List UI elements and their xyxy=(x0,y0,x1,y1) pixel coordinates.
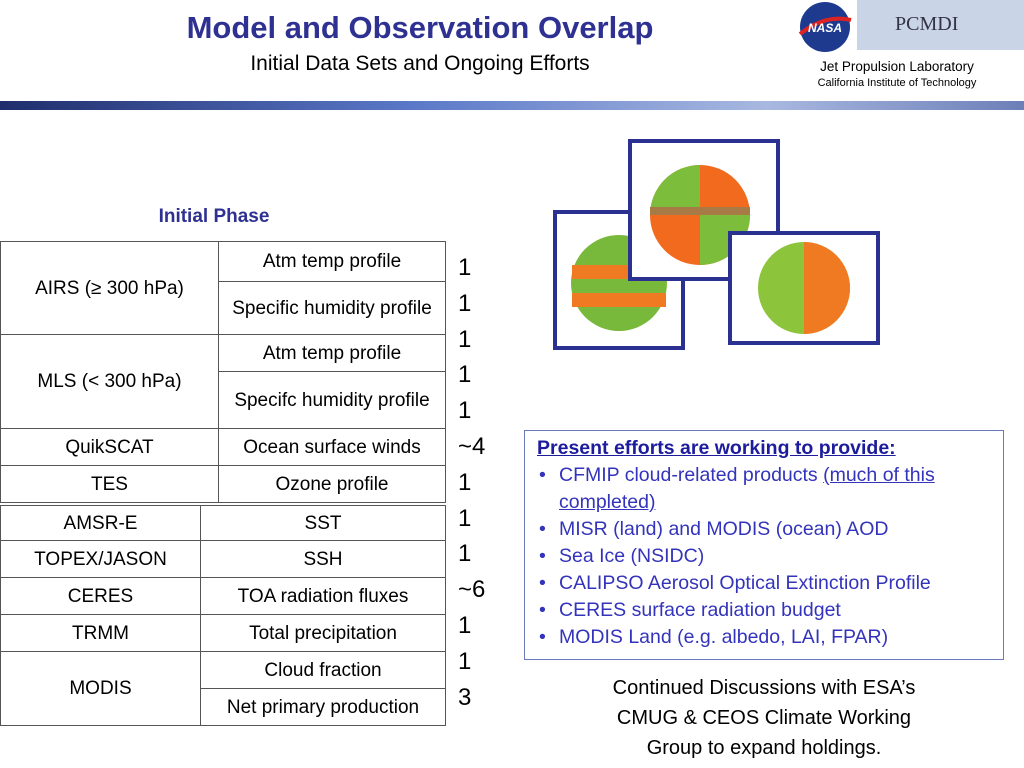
apples-image xyxy=(553,139,880,350)
effort-text: CALIPSO Aerosol Optical Extinction Profi… xyxy=(559,572,931,594)
instrument-cell: AIRS (≥ 300 hPa) xyxy=(0,241,219,335)
effort-text: CFMIP cloud-related products xyxy=(559,464,818,486)
count: 1 xyxy=(458,361,472,389)
efforts-box: Present efforts are working to provide: … xyxy=(524,430,1004,660)
count: 1 xyxy=(458,647,472,675)
effort-item: Sea Ice (NSIDC) xyxy=(529,543,995,570)
header-bar xyxy=(0,101,1024,110)
org: Jet Propulsion Laboratory xyxy=(820,59,974,74)
subtitle: Initial Data Sets and Ongoing Efforts xyxy=(250,52,590,75)
count: 1 xyxy=(458,325,472,353)
count: 1 xyxy=(458,289,472,317)
product-cell: Ocean surface winds xyxy=(218,428,446,466)
instrument-cell: TRMM xyxy=(0,614,201,652)
rope xyxy=(650,207,750,215)
title: Model and Observation Overlap xyxy=(186,10,654,45)
count: ~6 xyxy=(458,576,486,604)
product-cell: Cloud fraction xyxy=(200,651,446,689)
nasa-swoosh xyxy=(798,16,852,36)
efforts-list: CFMIP cloud-related products (much of th… xyxy=(529,462,995,651)
count: 1 xyxy=(458,504,472,532)
apple-half xyxy=(650,165,750,265)
effort-item: CERES surface radiation budget xyxy=(529,597,995,624)
product-cell: Atm temp profile xyxy=(218,334,446,372)
caption: Continued Discussions with ESA’s CMUG & … xyxy=(612,677,916,759)
instrument-cell: AMSR-E xyxy=(0,505,201,541)
product-cell: SSH xyxy=(200,540,446,578)
pcmdi-logo xyxy=(857,0,1024,50)
instrument-cell: CERES xyxy=(0,577,201,615)
instrument-cell: QuikSCAT xyxy=(0,428,219,466)
product-cell: Atm temp profile xyxy=(218,241,446,282)
nasa-text: NASA xyxy=(808,21,842,35)
effort-note: (much of this completed) xyxy=(559,464,935,513)
effort-text: MODIS Land (e.g. albedo, LAI, FPAR) xyxy=(559,626,889,648)
instrument-cell: TOPEX/JASON xyxy=(0,540,201,578)
apple-half xyxy=(804,242,850,334)
instrument-cell: MODIS xyxy=(0,651,201,726)
table-caption: Initial Phase xyxy=(158,206,270,227)
product-cell: TOA radiation fluxes xyxy=(200,577,446,615)
effort-item: MISR (land) and MODIS (ocean) AOD xyxy=(529,516,995,543)
instrument-cell: MLS (< 300 hPa) xyxy=(0,334,219,429)
efforts-heading: Present efforts are working to provide: xyxy=(537,437,896,459)
product-cell: Total precipitation xyxy=(200,614,446,652)
count: 1 xyxy=(458,254,472,281)
org-sub: California Institute of Technology xyxy=(817,77,977,89)
apple-stripe xyxy=(572,293,666,307)
count: ~4 xyxy=(458,433,486,460)
product-cell: Ozone profile xyxy=(218,465,446,503)
effort-item: CALIPSO Aerosol Optical Extinction Profi… xyxy=(529,570,995,597)
count: 3 xyxy=(458,683,472,711)
product-cell: Net primary production xyxy=(200,688,446,726)
effort-text: CERES surface radiation budget xyxy=(559,599,841,621)
effort-item: MODIS Land (e.g. albedo, LAI, FPAR) xyxy=(529,624,995,651)
count: 1 xyxy=(458,397,472,425)
product-cell: Specific humidity profile xyxy=(218,281,446,335)
pcmdi-text: PCMDI xyxy=(895,13,958,35)
nasa-logo xyxy=(800,2,850,52)
instrument-cell: TES xyxy=(0,465,219,503)
count: 1 xyxy=(458,468,472,496)
product-cell: Specifc humidity profile xyxy=(218,371,446,429)
effort-text: Sea Ice (NSIDC) xyxy=(559,545,705,567)
logos: NASA PCMDI xyxy=(798,0,1024,52)
effort-text: MISR (land) and MODIS (ocean) AOD xyxy=(559,518,889,540)
effort-item: CFMIP cloud-related products (much of th… xyxy=(529,462,995,516)
count: 1 xyxy=(458,540,472,568)
count: 1 xyxy=(458,612,472,639)
product-cell: SST xyxy=(200,505,446,541)
